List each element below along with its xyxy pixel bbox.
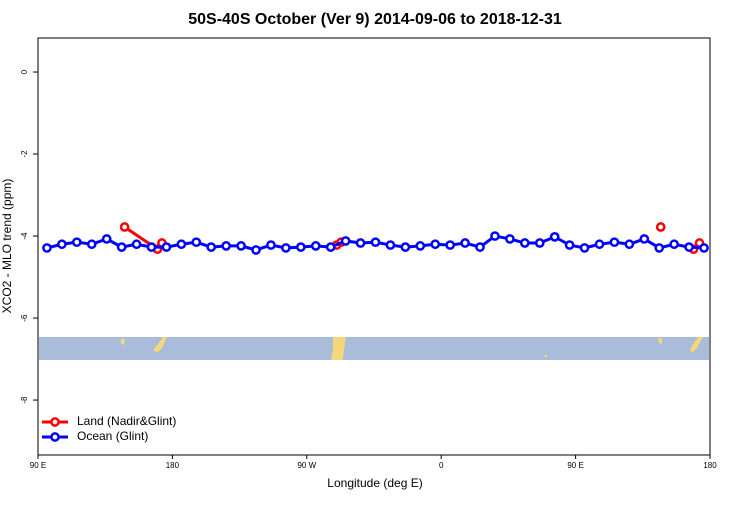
point: [340, 236, 351, 246]
point: [445, 240, 456, 250]
point: [71, 237, 82, 248]
point: [86, 239, 97, 250]
point: [639, 234, 650, 244]
point: [655, 222, 666, 232]
land-blob: [331, 337, 346, 360]
land-blob: [690, 337, 703, 353]
point: [251, 245, 261, 255]
point: [370, 237, 381, 248]
point: [221, 241, 232, 251]
point: [206, 242, 217, 252]
point: [684, 242, 694, 252]
map-strip: [39, 337, 709, 360]
x-tick-label: 90 E: [30, 461, 46, 470]
point: [654, 243, 665, 253]
y-axis-label: XCO2 - MLO trend (ppm): [0, 179, 14, 314]
point: [146, 242, 157, 252]
point: [266, 240, 276, 250]
point: [430, 239, 441, 250]
point: [236, 241, 246, 251]
point: [475, 242, 485, 252]
point: [295, 242, 306, 252]
point: [415, 241, 426, 251]
x-tick-label: 0: [439, 461, 444, 470]
point: [101, 234, 112, 244]
x-axis-label: Longitude (deg E): [327, 476, 422, 490]
point: [609, 237, 620, 248]
point: [42, 243, 52, 253]
point: [400, 242, 411, 252]
point: [281, 243, 291, 253]
land-blob: [658, 338, 662, 344]
y-tick-label: -4: [20, 232, 29, 240]
legend-marker: [50, 432, 60, 442]
point: [116, 242, 127, 252]
y-tick-label: 0: [20, 69, 29, 74]
point: [624, 239, 635, 250]
point: [505, 234, 515, 244]
land-blob: [544, 355, 547, 359]
point: [355, 238, 366, 248]
point: [564, 240, 575, 250]
point: [325, 242, 336, 252]
y-tick-label: -6: [20, 314, 29, 322]
legend-label: Land (Nadir&Glint): [77, 414, 176, 428]
point: [699, 243, 709, 253]
chart-title: 50S-40S October (Ver 9) 2014-09-06 to 20…: [188, 11, 562, 28]
x-tick-label: 90 W: [297, 461, 316, 470]
plot-frame: [37, 37, 711, 456]
land-blob: [153, 337, 167, 353]
x-tick-label: 90 E: [567, 461, 583, 470]
ocean-band: [39, 337, 709, 360]
point: [579, 243, 590, 253]
point: [669, 239, 680, 250]
point: [385, 240, 396, 250]
y-tick-label: -2: [20, 150, 29, 158]
point: [519, 238, 530, 248]
point: [176, 239, 187, 250]
point: [490, 231, 500, 241]
point: [310, 241, 321, 251]
legend-marker: [50, 417, 60, 427]
point: [460, 238, 470, 248]
x-tick-label: 180: [703, 461, 717, 470]
legend-label: Ocean (Glint): [77, 429, 148, 443]
y-tick-label: -8: [20, 396, 29, 404]
point: [534, 238, 545, 248]
point: [594, 239, 605, 250]
point: [57, 239, 67, 250]
point: [161, 242, 172, 252]
point: [131, 239, 142, 250]
point: [549, 232, 560, 242]
point: [191, 237, 202, 248]
point: [119, 222, 130, 232]
land-blob: [121, 339, 125, 345]
x-tick-label: 180: [166, 461, 180, 470]
